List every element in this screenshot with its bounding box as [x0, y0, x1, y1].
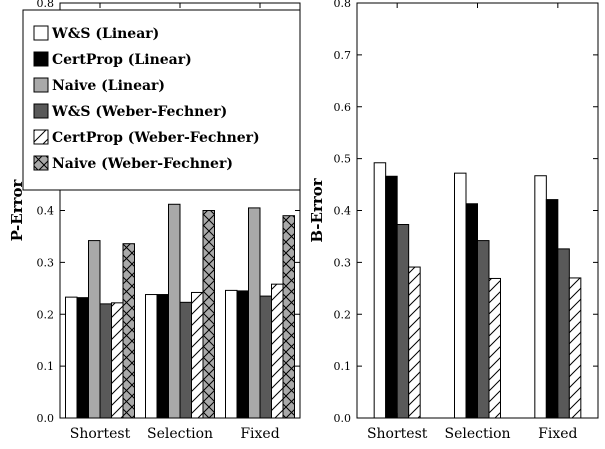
bar [122, 243, 135, 419]
legend-swatch [33, 103, 49, 119]
bar [88, 240, 101, 419]
bar [65, 296, 78, 419]
bar [99, 303, 112, 419]
bar [156, 294, 169, 419]
bar [236, 290, 249, 419]
bar [282, 215, 295, 419]
bar [477, 240, 490, 419]
y-tick-label: 0.6 [334, 101, 352, 114]
y-axis-label: P-Error [8, 178, 26, 241]
bar [76, 297, 89, 419]
y-tick-label: 0.2 [37, 308, 55, 321]
y-tick-label: 0.1 [37, 360, 55, 373]
legend-swatch [33, 129, 49, 145]
x-category-label: Fixed [240, 426, 279, 442]
x-category-label: Selection [444, 426, 510, 442]
y-tick-label: 0.3 [334, 256, 352, 269]
bar [145, 294, 158, 419]
legend-swatch [33, 155, 49, 171]
legend-swatch [33, 77, 49, 93]
bar [111, 302, 124, 419]
legend-box [22, 9, 301, 191]
legend-label: W&S (Weber-Fechner) [51, 104, 227, 120]
bar [248, 207, 261, 419]
legend-label: CertProp (Linear) [52, 52, 192, 68]
legend-label: CertProp (Weber-Fechner) [52, 130, 260, 146]
x-category-label: Shortest [70, 426, 131, 442]
legend-label: Naive (Linear) [52, 78, 165, 94]
bar [488, 277, 501, 419]
bar [408, 266, 421, 419]
y-tick-label: 0.8 [37, 0, 55, 10]
bar [465, 203, 478, 419]
bar [271, 283, 284, 419]
legend-swatch [33, 51, 49, 67]
y-tick-label: 0.3 [37, 256, 55, 269]
y-tick-label: 0.0 [37, 412, 55, 425]
bar [545, 199, 559, 419]
bar [396, 224, 410, 419]
bar [568, 277, 582, 419]
bar [373, 162, 387, 419]
legend-swatch [33, 25, 49, 41]
bar [202, 210, 215, 419]
bar [168, 203, 181, 419]
y-tick-label: 0.8 [334, 0, 352, 10]
bar [259, 295, 272, 419]
bar [385, 175, 398, 419]
y-tick-label: 0.4 [37, 205, 55, 218]
bar [454, 172, 467, 419]
bar [225, 289, 238, 419]
y-tick-label: 0.4 [334, 205, 352, 218]
plot-frame [59, 2, 301, 419]
legend-label: Naive (Weber-Fechner) [52, 156, 233, 172]
y-tick-label: 0.2 [334, 308, 352, 321]
bar [557, 248, 570, 419]
bar [191, 291, 204, 419]
bar [534, 175, 547, 419]
legend-label: W&S (Linear) [51, 26, 159, 42]
y-tick-label: 0.1 [334, 360, 352, 373]
y-tick-label: 0.7 [334, 49, 352, 62]
y-tick-label: 0.5 [334, 153, 352, 166]
bar [179, 301, 192, 419]
x-category-label: Fixed [538, 426, 577, 442]
y-tick-label: 0.0 [334, 412, 352, 425]
y-axis-label: B-Error [308, 177, 326, 242]
x-category-label: Shortest [367, 426, 428, 442]
x-category-label: Selection [147, 426, 213, 442]
plot-frame [356, 2, 599, 419]
